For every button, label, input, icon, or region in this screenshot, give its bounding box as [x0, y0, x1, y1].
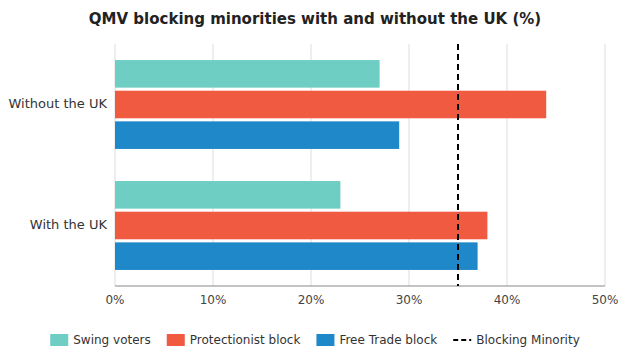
- bar: [115, 181, 340, 209]
- legend-label: Protectionist block: [190, 333, 301, 347]
- x-axis-line: [115, 286, 605, 287]
- legend-swatch: [50, 334, 68, 346]
- x-tick-label: 50%: [592, 293, 619, 307]
- x-tick-label: 0%: [105, 293, 124, 307]
- grid-line: [507, 44, 508, 286]
- legend-swatch: [453, 339, 471, 341]
- legend-swatch: [316, 334, 334, 346]
- category-label: With the UK: [30, 217, 108, 232]
- grid-line: [605, 44, 606, 286]
- title: QMV blocking minorities with and without…: [89, 10, 541, 28]
- bar: [115, 121, 399, 149]
- bar: [115, 91, 546, 119]
- legend-label: Free Trade block: [339, 333, 437, 347]
- bar: [115, 212, 487, 240]
- x-grid: [115, 44, 605, 286]
- bar: [115, 60, 380, 88]
- x-tick-label: 40%: [494, 293, 521, 307]
- legend-label: Blocking Minority: [476, 333, 580, 347]
- category-label: Without the UK: [9, 96, 108, 111]
- legend-label: Swing voters: [73, 333, 151, 347]
- reference-line: [457, 44, 459, 286]
- chart: QMV blocking minorities with and without…: [0, 0, 630, 358]
- bar: [115, 242, 478, 270]
- x-tick-label: 20%: [298, 293, 325, 307]
- legend: Swing voters Protectionist block Free Trad…: [50, 333, 580, 347]
- bars: [115, 44, 546, 286]
- legend-swatch: [167, 334, 185, 346]
- x-tick-label: 30%: [396, 293, 423, 307]
- x-tick-label: 10%: [200, 293, 227, 307]
